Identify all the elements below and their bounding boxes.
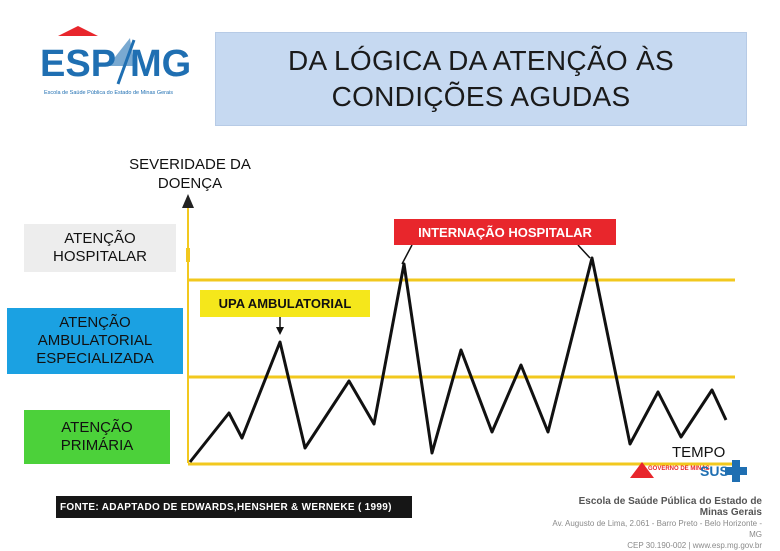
internacao-tag: INTERNAÇÃO HOSPITALAR [394, 219, 616, 245]
upa-arrowhead [276, 327, 284, 335]
level-primary: ATENÇÃO PRIMÁRIA [24, 410, 170, 464]
upa-tag: UPA AMBULATORIAL [200, 290, 370, 317]
logo-subtitle: Escola de Saúde Pública do Estado de Min… [44, 90, 173, 96]
x-axis-label: TEMPO [672, 444, 726, 461]
footer-school: Escola de Saúde Pública do Estado de Min… [578, 496, 762, 518]
level-hospital: ATENÇÃO HOSPITALAR [24, 224, 176, 272]
title-box: DA LÓGICA DA ATENÇÃO ÀS CONDIÇÕES AGUDAS [215, 32, 747, 126]
logo-mg-text: MG [130, 43, 191, 85]
severity-curve [188, 256, 728, 463]
esp-mg-logo: ESP MG Escola de Saúde Pública do Estado… [40, 26, 191, 96]
sus-logo-text: SUS [700, 463, 729, 479]
y-axis-arrowhead [182, 194, 194, 208]
page-title: DA LÓGICA DA ATENÇÃO ÀS CONDIÇÕES AGUDAS [287, 45, 675, 112]
footer-contact: CEP 30.190-002 | www.esp.mg.gov.br [627, 541, 762, 550]
partner-logos: GOVERNO DE MINAS SUS [630, 460, 747, 482]
y-axis-label: SEVERIDADE DA DOENÇA [129, 156, 251, 192]
footer-info: Escola de Saúde Pública do Estado de Min… [548, 496, 762, 551]
gov-logo-text: GOVERNO DE MINAS [648, 466, 710, 472]
logo-esp-text: ESP [40, 43, 116, 85]
source-caption: FONTE: ADAPTADO DE EDWARDS,HENSHER & WER… [56, 496, 412, 518]
internacao-connector-left [401, 244, 413, 265]
internacao-connector-right [577, 244, 591, 259]
footer-address: Av. Augusto de Lima, 2.061 - Barro Preto… [552, 519, 762, 539]
level-specialized: ATENÇÃO AMBULATORIAL ESPECIALIZADA [7, 308, 183, 374]
